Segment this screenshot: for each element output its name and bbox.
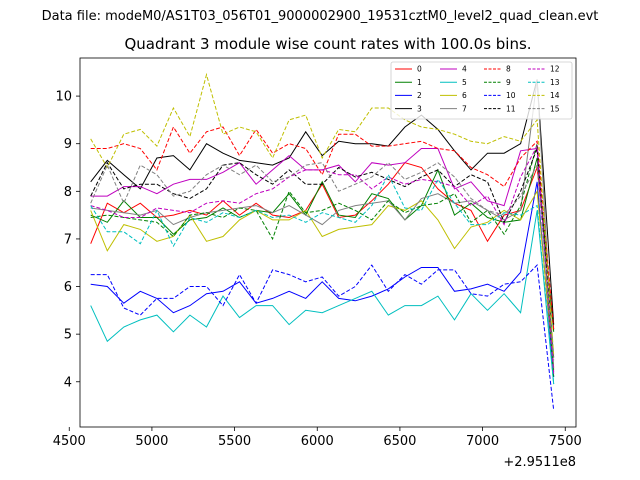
legend-label-1: 1	[417, 78, 422, 87]
series-line-15	[90, 162, 555, 361]
legend-label-10: 10	[506, 91, 516, 100]
legend-label-6: 6	[462, 91, 467, 100]
y-tick-label: 4	[64, 375, 72, 390]
y-axis: 4 5 6 7 8 9 10	[55, 90, 80, 390]
series-line-11	[90, 148, 555, 359]
plot-lines	[90, 72, 555, 411]
series-line-2	[90, 181, 555, 378]
y-tick-label: 10	[55, 90, 72, 105]
legend-label-12: 12	[550, 65, 560, 74]
x-tick-label: 5000	[135, 434, 168, 449]
legend-label-4: 4	[462, 65, 467, 74]
axes-frame	[79, 57, 577, 428]
series-line-12	[90, 144, 555, 375]
x-offset-label: +2.9511e8	[503, 455, 576, 470]
series-line-9	[90, 143, 555, 378]
x-tick-label: 7500	[549, 434, 582, 449]
legend-label-13: 13	[550, 78, 560, 87]
y-tick-label: 6	[64, 280, 72, 295]
series-line-14	[90, 72, 555, 356]
series-line-5	[90, 210, 555, 385]
x-tick-label: 6000	[301, 434, 334, 449]
series-line-6	[90, 189, 555, 368]
series-line-7	[90, 79, 555, 370]
y-tick-label: 7	[64, 232, 72, 247]
series-line-10	[90, 264, 555, 411]
x-tick-label: 4500	[53, 434, 86, 449]
y-tick-label: 5	[64, 328, 72, 343]
series-line-1	[90, 157, 555, 332]
legend-label-14: 14	[550, 91, 560, 100]
legend-label-2: 2	[417, 91, 422, 100]
legend-label-0: 0	[417, 65, 422, 74]
chart-title: Quadrant 3 module wise count rates with …	[124, 35, 531, 53]
x-tick-label: 7000	[466, 434, 499, 449]
series-line-13	[90, 173, 555, 385]
legend-box	[390, 61, 573, 120]
y-tick-label: 8	[64, 185, 72, 200]
x-tick-label: 5500	[218, 434, 251, 449]
series-line-0	[90, 162, 555, 330]
chart-suptitle: Data file: modeM0/AS1T03_056T01_90000029…	[42, 9, 599, 24]
series-line-3	[90, 79, 555, 325]
legend-label-11: 11	[506, 104, 516, 113]
series-line-8	[90, 125, 555, 330]
legend-label-15: 15	[550, 104, 560, 113]
legend-label-9: 9	[506, 78, 511, 87]
legend-label-8: 8	[506, 65, 511, 74]
x-axis: 4500 5000 5500 6000 6500 7000 7500	[53, 427, 582, 449]
legend-label-3: 3	[417, 104, 422, 113]
x-tick-label: 6500	[383, 434, 416, 449]
legend-label-7: 7	[462, 104, 467, 113]
legend-label-5: 5	[462, 78, 467, 87]
y-tick-label: 9	[64, 137, 72, 152]
